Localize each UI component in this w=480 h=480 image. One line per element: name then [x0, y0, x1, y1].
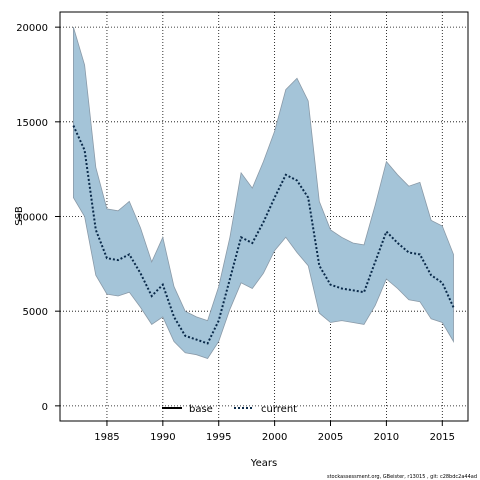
- x-tick-label: 2015: [430, 432, 455, 443]
- y-axis-title: SSB: [14, 206, 25, 226]
- axis-ticks: 1985 1990 1995 2000 2005 2010 2015 0 5000 10000 15…: [16, 23, 455, 443]
- x-tick-label: 2010: [374, 432, 399, 443]
- confidence-band: [73, 26, 454, 359]
- y-tick-label: 0: [42, 402, 48, 413]
- x-tick-label: 1995: [206, 432, 231, 443]
- footer-note: stockassessment.org, GBeister, r13015 , …: [327, 474, 477, 480]
- legend-current-label: current: [261, 404, 297, 415]
- y-tick-label: 20000: [16, 23, 48, 34]
- x-axis-title: Years: [250, 458, 277, 469]
- y-tick-label: 10000: [16, 213, 48, 224]
- series-lines: [72, 125, 455, 345]
- y-tick-label: 15000: [16, 118, 48, 129]
- legend: base current: [162, 404, 297, 415]
- series-line-current: [72, 125, 455, 345]
- x-tick-label: 2000: [262, 432, 287, 443]
- x-tick-label: 2005: [318, 432, 343, 443]
- x-tick-label: 1985: [94, 432, 119, 443]
- y-tick-label: 5000: [23, 307, 48, 318]
- x-tick-label: 1990: [150, 432, 175, 443]
- legend-base-label: base: [189, 404, 213, 415]
- confidence-band-area: [73, 26, 454, 359]
